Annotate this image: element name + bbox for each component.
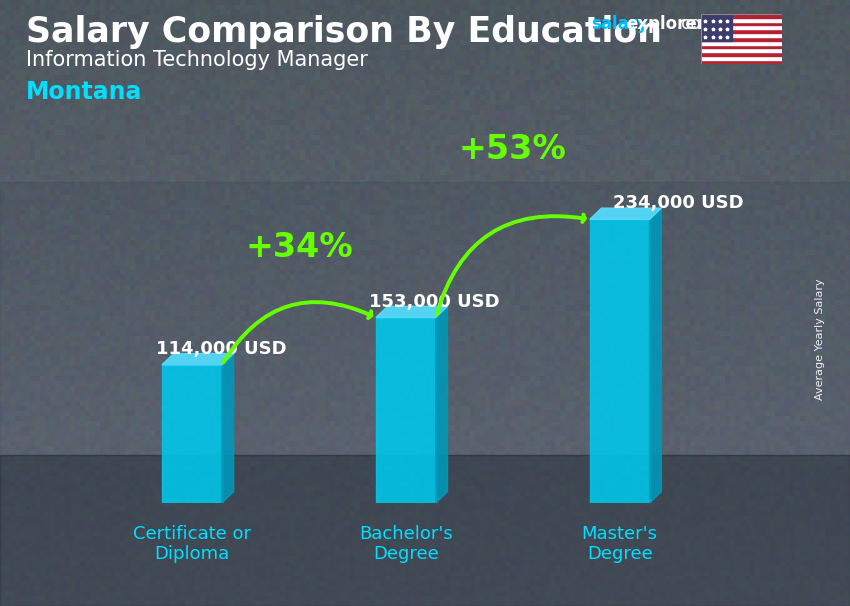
Bar — [701, 48, 782, 52]
Text: 114,000 USD: 114,000 USD — [156, 340, 286, 358]
Bar — [701, 33, 782, 37]
Text: Montana: Montana — [26, 80, 142, 104]
Bar — [590, 219, 649, 503]
Polygon shape — [590, 208, 661, 219]
Bar — [701, 56, 782, 60]
Polygon shape — [162, 353, 234, 365]
Bar — [701, 37, 782, 41]
Text: +53%: +53% — [459, 133, 567, 165]
Text: salary: salary — [591, 15, 648, 33]
Polygon shape — [436, 306, 447, 503]
Polygon shape — [376, 306, 447, 318]
Polygon shape — [649, 208, 661, 503]
Text: +34%: +34% — [245, 231, 353, 264]
Bar — [162, 365, 222, 503]
FancyArrowPatch shape — [437, 215, 585, 315]
Bar — [701, 52, 782, 56]
Bar — [701, 41, 782, 44]
Bar — [376, 318, 436, 503]
Text: Average Yearly Salary: Average Yearly Salary — [815, 279, 825, 400]
Text: .com: .com — [676, 15, 717, 33]
Text: Information Technology Manager: Information Technology Manager — [26, 50, 367, 70]
Bar — [0, 454, 850, 606]
Bar — [701, 29, 782, 33]
Polygon shape — [222, 353, 234, 503]
FancyArrowPatch shape — [224, 302, 371, 362]
Bar — [701, 60, 782, 64]
Text: 153,000 USD: 153,000 USD — [370, 293, 500, 311]
Bar — [701, 14, 782, 18]
Bar — [701, 14, 732, 41]
Bar — [701, 44, 782, 48]
Bar — [0, 182, 850, 454]
Text: explorer: explorer — [626, 15, 706, 33]
Bar — [701, 22, 782, 25]
Bar — [701, 25, 782, 29]
Bar — [701, 18, 782, 22]
Text: Salary Comparison By Education: Salary Comparison By Education — [26, 15, 661, 49]
Text: 234,000 USD: 234,000 USD — [613, 195, 744, 213]
